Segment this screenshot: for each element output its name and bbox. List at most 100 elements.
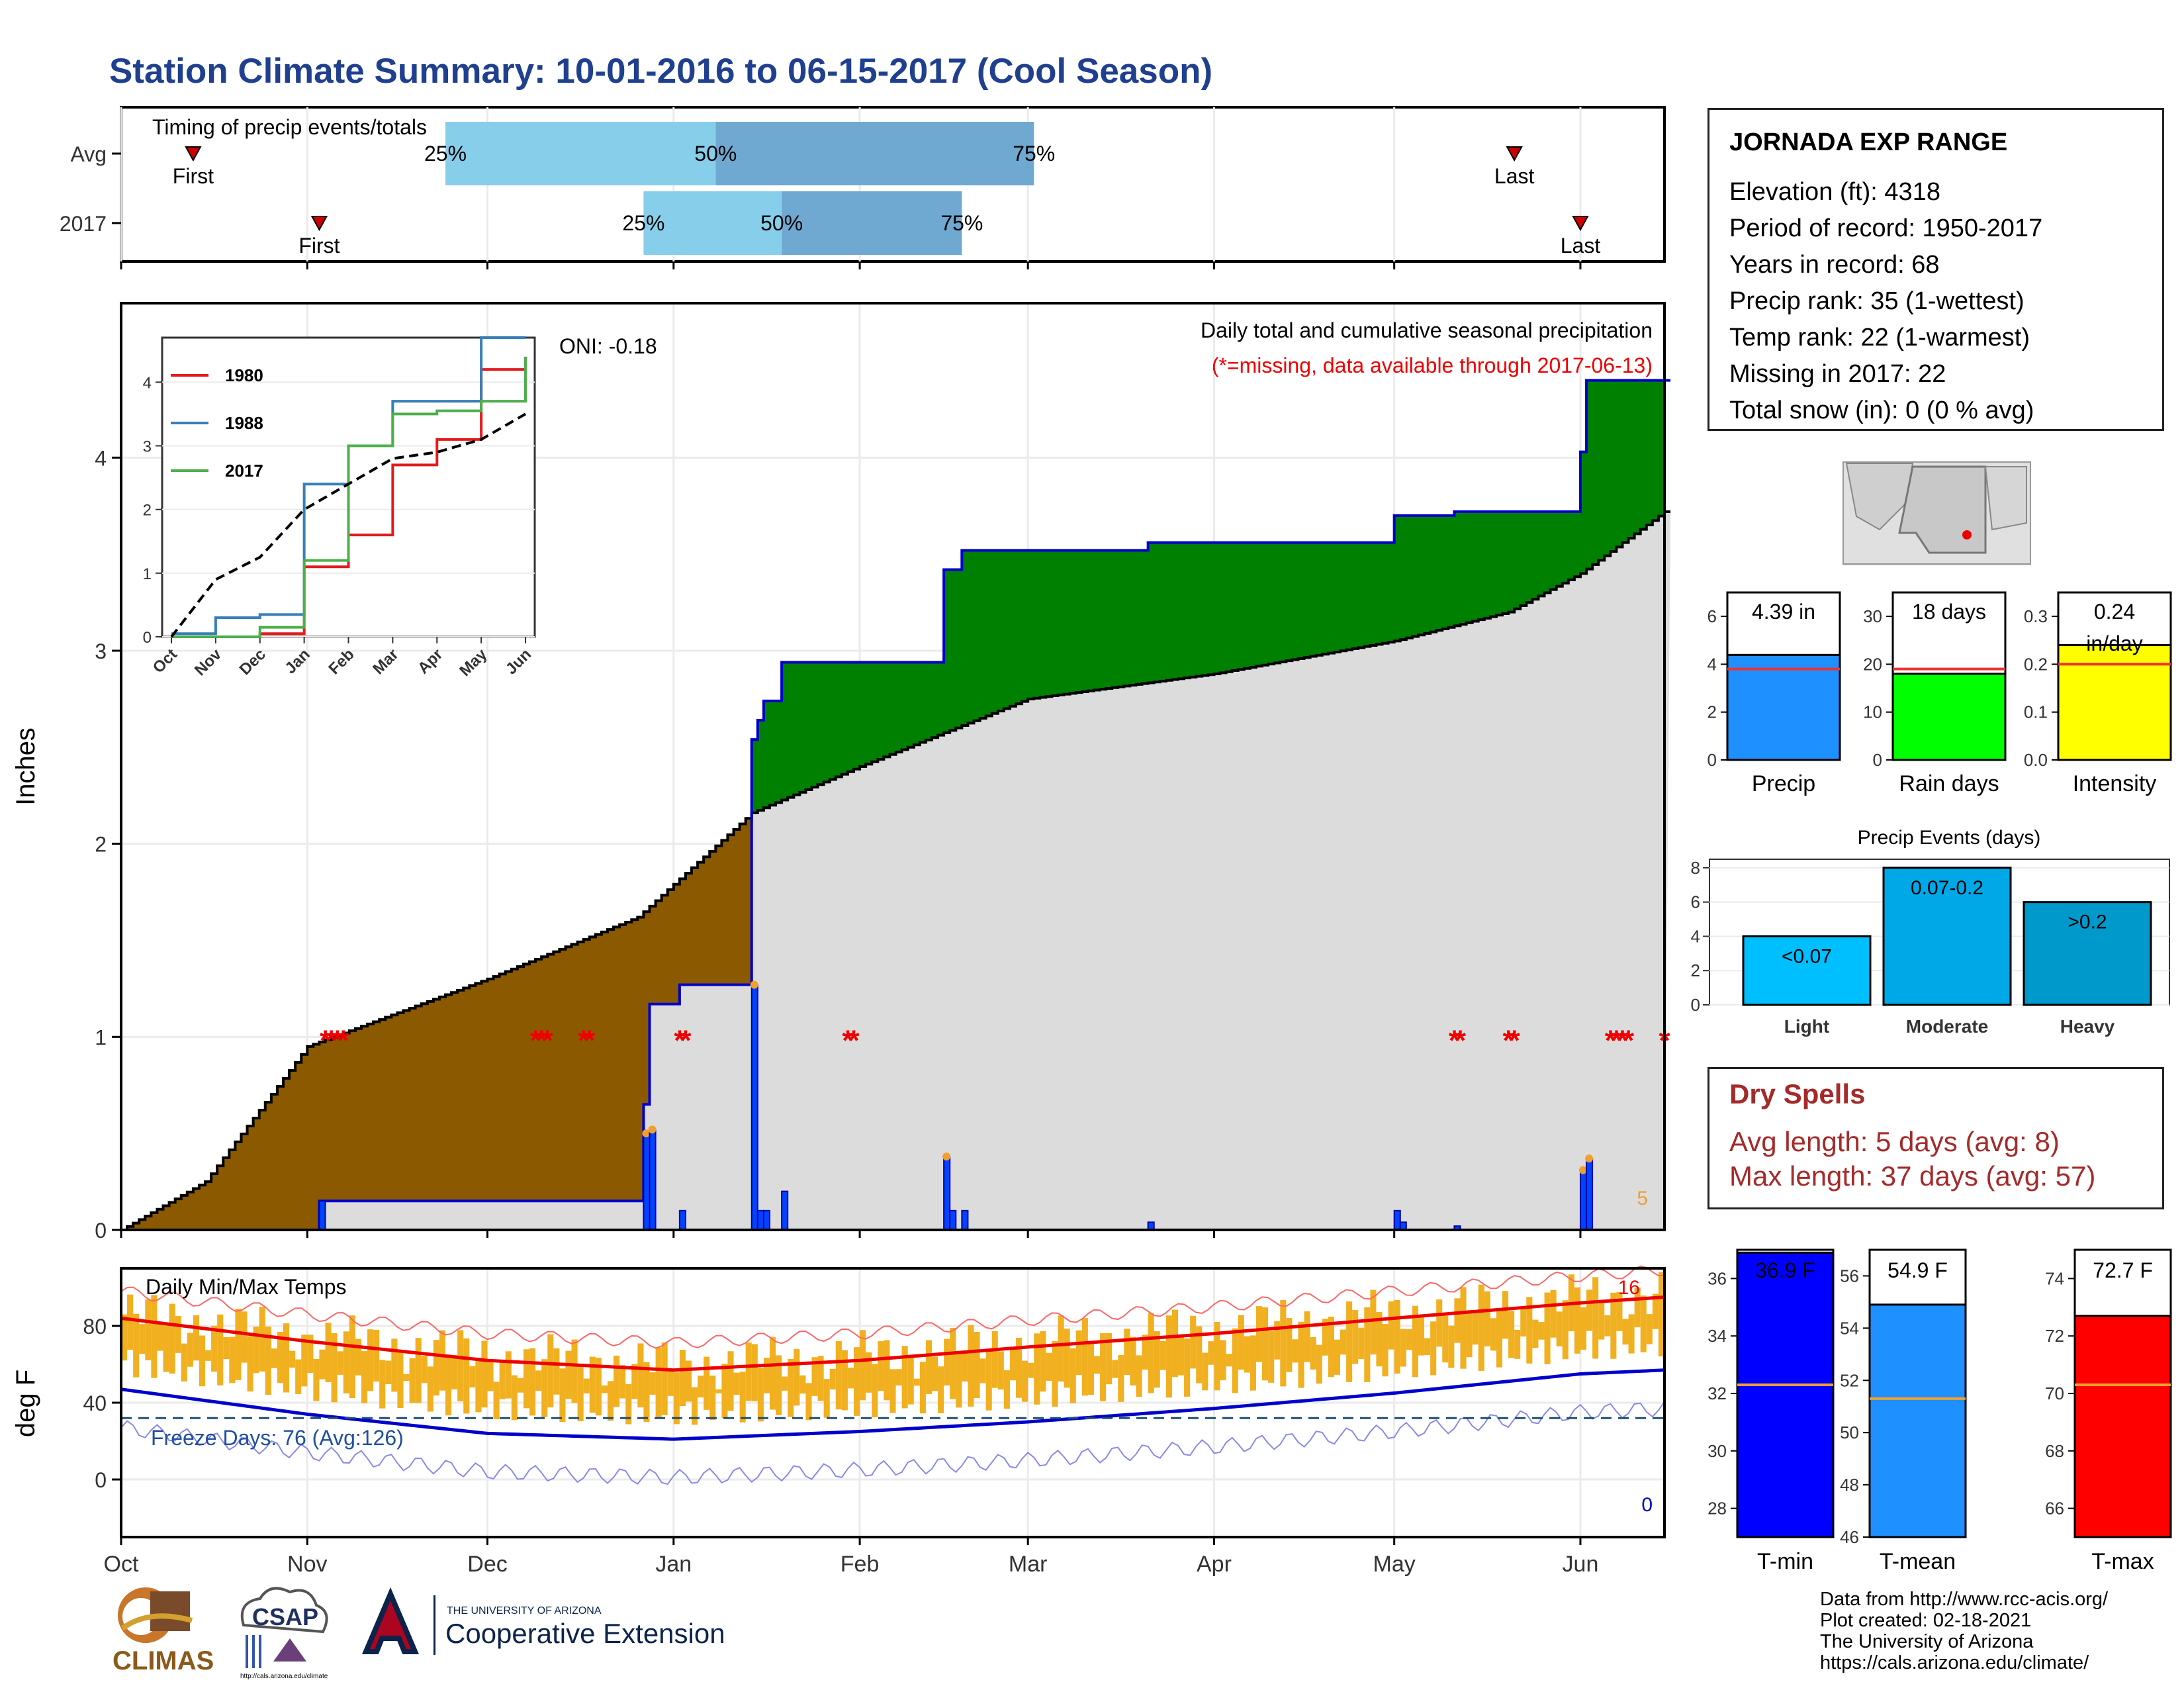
below-avg-area [715,845,722,985]
below-avg-area [463,988,470,1201]
below-avg-area [541,957,548,1201]
above-avg-area [1058,550,1065,695]
above-avg-area [1328,542,1335,653]
above-avg-area [1424,515,1431,633]
mini-y-label: 36 [1707,1268,1727,1288]
daily-temp-bar [259,1307,265,1372]
above-avg-area [1466,512,1473,623]
above-avg-area [854,662,860,769]
above-avg-area [1286,542,1293,661]
below-avg-area [745,818,752,985]
above-avg-area [1040,550,1046,698]
season-value-label: in/day [2086,632,2142,655]
temp-y-tick-label: 80 [83,1315,107,1338]
daily-temp-bar [619,1365,626,1399]
mini-y-label: 48 [1840,1475,1859,1495]
above-avg-area [1580,451,1587,574]
below-avg-area [181,1195,188,1230]
below-avg-area [151,1212,158,1230]
below-avg-area [409,1008,416,1201]
daily-temp-bar [1616,1292,1623,1331]
below-avg-area [205,1182,212,1230]
daily-temp-bar [1100,1333,1107,1401]
daily-temp-bar [931,1356,938,1391]
season-precip-panel: 0 2 4 6 4.39 in Precip 0 10 20 30 18 days Rain days… [1707,591,2172,796]
daily-temp-bar [889,1369,896,1413]
above-avg-area [919,662,927,743]
below-avg-area [301,1054,308,1230]
below-avg-area [379,1019,386,1201]
above-avg-area [1514,512,1521,609]
events-y-label: 4 [1691,926,1700,946]
timing-bar-50-75 [782,191,962,255]
daily-temp-bar [1538,1322,1545,1340]
csap-logo: CSAP http://cals.arizona.edu/climate [240,1587,328,1680]
below-avg-area [253,1118,260,1230]
daily-precip-bar [1393,1209,1401,1231]
daily-temp-bar [1604,1315,1611,1336]
temp-value-label: 36.9 F [1755,1258,1815,1282]
missing-marker: * [848,1024,860,1056]
above-avg-area [1352,542,1359,649]
below-avg-area [451,992,458,1201]
daily-temp-bar [601,1385,608,1393]
daily-temp-bar [229,1336,236,1383]
below-avg-area [559,949,567,1201]
daily-temp-bar [907,1356,914,1405]
credit-line: The University of Arizona [1820,1631,2034,1652]
above-avg-area [799,662,807,792]
above-avg-area [1502,512,1509,614]
temp-bar-1 [1868,1303,1967,1538]
below-avg-area [685,873,692,985]
below-avg-area [277,1086,284,1230]
below-avg-area [199,1185,206,1230]
below-avg-area [739,823,747,985]
inset-line-avg [170,412,526,638]
daily-temp-bar [283,1323,290,1393]
timing-label-first: First [298,234,340,258]
mini-y-label: 28 [1707,1499,1727,1519]
daily-temp-bar [1165,1315,1172,1398]
daily-temp-bar [1334,1339,1341,1375]
temp-frame [120,1267,1666,1538]
below-avg-area [307,1046,314,1230]
missing-marker: * [584,1024,596,1056]
below-avg-area [583,939,590,1201]
csap-text: CSAP [252,1603,318,1630]
below-avg-area [169,1202,176,1230]
daily-temp-bar [565,1350,572,1399]
below-avg-area [247,1126,254,1230]
daily-temp-bar [1148,1313,1154,1393]
daily-temp-bar [1472,1310,1479,1345]
above-avg-area [769,700,776,806]
missing-marker: * [1503,1024,1515,1056]
below-avg-area [649,906,657,1004]
station-name: JORNADA EXP RANGE [1729,128,2008,156]
missing-marker: * [338,1024,349,1056]
daily-precip-marker [942,1152,951,1161]
daily-temp-bar [1171,1309,1179,1378]
above-avg-area [1646,380,1653,525]
above-avg-area [1586,380,1593,569]
above-avg-area [1430,515,1437,632]
daily-temp-bar [427,1366,433,1412]
dry-spells-max: Max length: 37 days (avg: 57) [1729,1160,2096,1192]
mini-y-label: 56 [1840,1266,1859,1286]
below-avg-area [565,947,572,1201]
daily-temp-bar [938,1366,944,1413]
daily-temp-bar [1081,1318,1088,1396]
daily-temp-bar [1550,1289,1557,1338]
above-avg-area [776,700,782,803]
daily-temp-bar [1580,1307,1587,1350]
above-avg-area [985,550,993,716]
below-avg-area [229,1150,236,1230]
daily-temp-bar [1370,1289,1377,1355]
month-label: Oct [104,1552,139,1577]
below-avg-area [535,959,542,1201]
daily-temp-bar [655,1347,662,1417]
daily-temp-bar [872,1364,878,1418]
daily-temp-bar [854,1347,860,1416]
daily-temp-bar [811,1357,818,1396]
